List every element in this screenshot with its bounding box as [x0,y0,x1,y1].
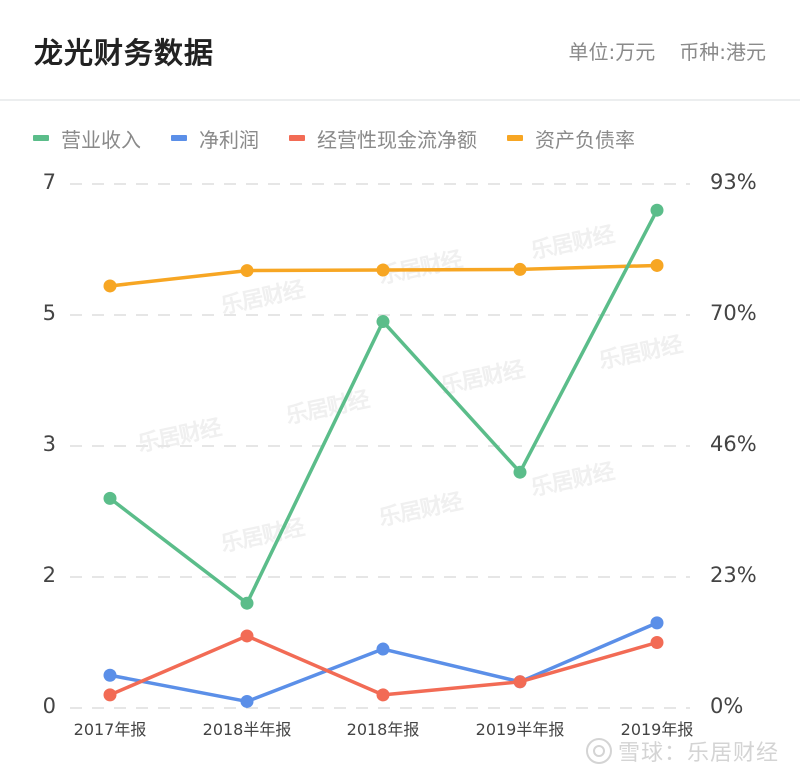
data-point[interactable] [650,636,664,649]
x-tick: 2019年报 [620,720,694,739]
series-2[interactable] [103,629,664,702]
y-left-tick: 2 [42,563,56,587]
y-right-tick: 23% [710,563,757,587]
data-point[interactable] [240,596,254,610]
data-point[interactable] [650,616,664,630]
data-point[interactable] [103,279,117,293]
data-point[interactable] [240,264,254,278]
footer-watermark-text: 雪球：乐居财经 [618,741,780,766]
y-left-tick: 0 [42,694,56,718]
legend-item-revenue[interactable]: 营业收入 [33,124,141,153]
data-point[interactable] [513,465,527,479]
unit-label: 单位:万元 [568,40,656,64]
y-right-tick: 0% [710,694,744,718]
data-point[interactable] [513,262,527,276]
data-point[interactable] [376,315,390,329]
footer-watermark: 雪球：乐居财经 [586,735,779,767]
unit-info: 单位:万元 币种:港元 [545,36,767,65]
legend-label: 净利润 [199,127,259,152]
data-point[interactable] [240,694,254,708]
chart-legend: 营业收入 净利润 经营性现金流净额 资产负债率 [33,124,665,152]
legend-swatch-icon [33,135,49,141]
legend-label: 资产负债率 [535,127,635,152]
legend-label: 营业收入 [61,127,141,152]
legend-swatch-icon [507,135,523,141]
y-right-tick: 70% [710,301,757,325]
legend-item-debt-ratio[interactable]: 资产负债率 [507,124,635,153]
data-point[interactable] [240,629,254,643]
y-left-tick: 7 [42,170,56,194]
data-point[interactable] [513,675,527,689]
snowball-logo-icon [586,738,612,764]
header-divider [0,99,800,101]
y-right-tick: 93% [710,170,757,194]
data-point[interactable] [650,258,664,272]
x-tick: 2019半年报 [475,720,565,739]
legend-item-net-profit[interactable]: 净利润 [171,124,259,153]
series-0[interactable] [103,203,664,610]
currency-label: 币种:港元 [679,40,766,64]
x-tick: 2018年报 [346,720,420,739]
data-point[interactable] [376,263,390,277]
y-left-tick: 3 [42,432,56,456]
x-tick: 2017年报 [73,720,147,739]
data-point[interactable] [376,642,390,656]
y-left-tick: 5 [42,301,56,325]
data-point[interactable] [103,668,117,682]
data-point[interactable] [650,203,664,217]
legend-swatch-icon [171,135,187,141]
legend-swatch-icon [289,135,305,141]
data-point[interactable] [103,688,117,702]
page-title: 龙光财务数据 [34,36,215,70]
chart-header: 龙光财务数据 单位:万元 币种:港元 [0,0,800,100]
data-point[interactable] [103,491,117,505]
legend-label: 经营性现金流净额 [317,127,477,152]
x-tick: 2018半年报 [202,720,292,739]
legend-item-operating-cashflow[interactable]: 经营性现金流净额 [289,124,477,153]
y-right-tick: 46% [710,432,757,456]
data-point[interactable] [376,688,390,702]
series-3[interactable] [103,258,664,293]
